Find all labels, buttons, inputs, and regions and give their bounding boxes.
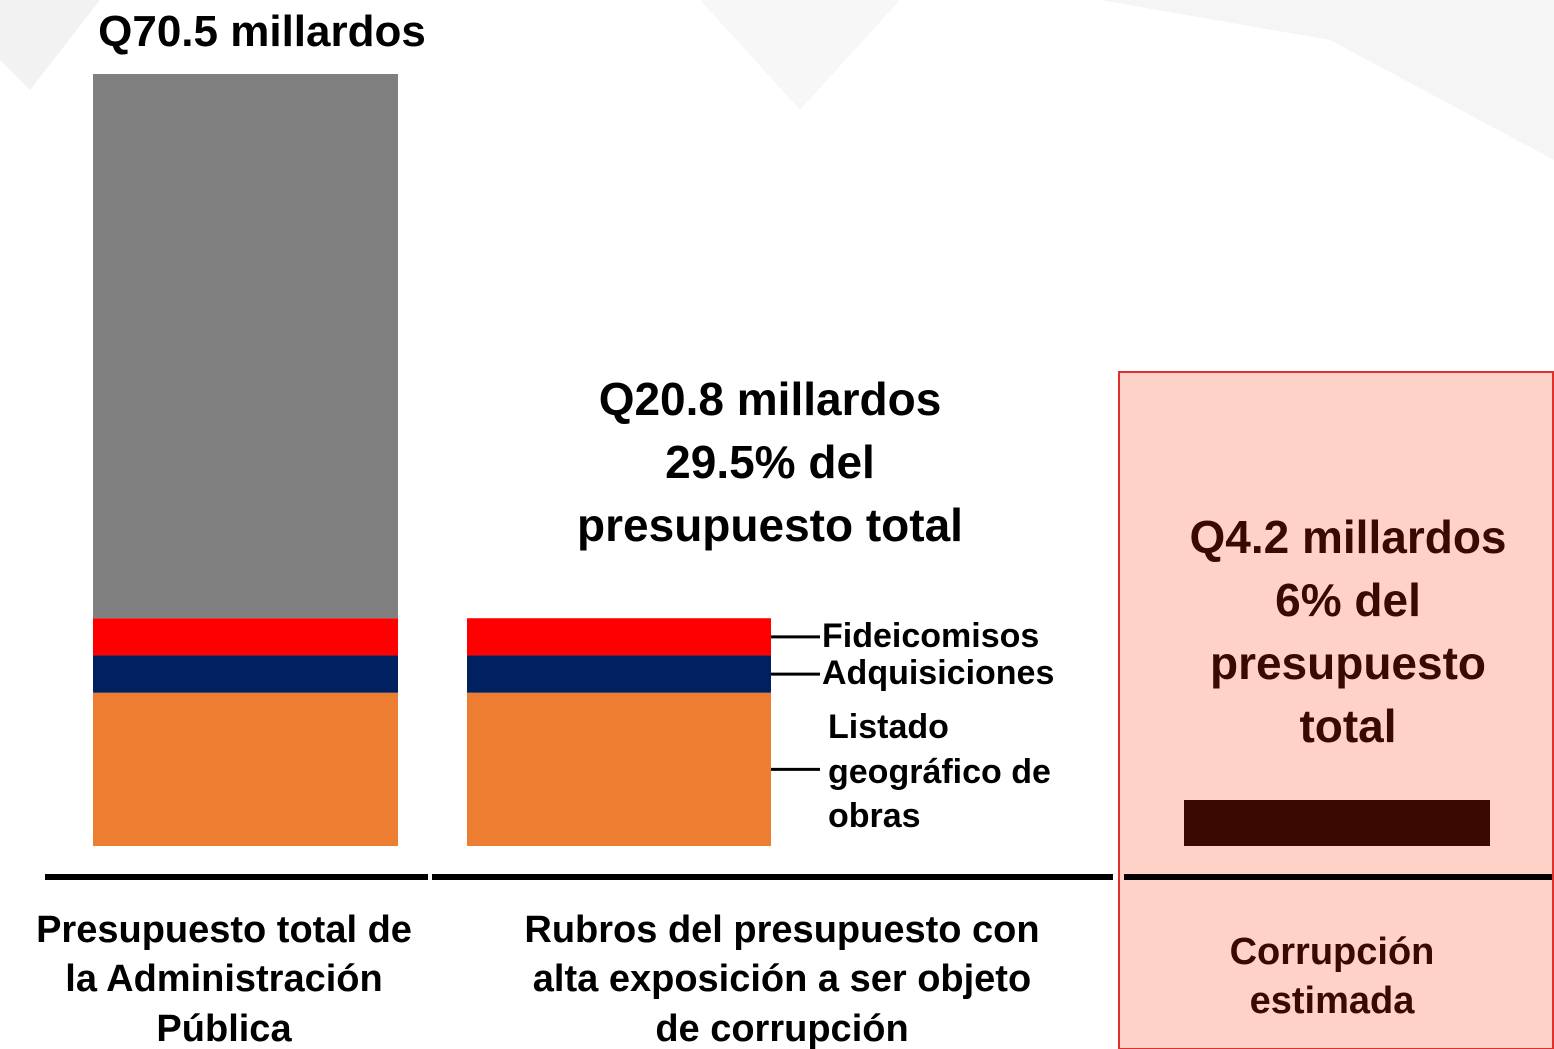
total-label: Q20.8 millardos 29.5% del presupuesto to…: [577, 373, 963, 552]
total-label: Q4.2 millardos 6% del presupuesto total: [1189, 511, 1507, 753]
bar-segment: [1184, 800, 1490, 846]
legend-label: Adquisiciones: [822, 654, 1055, 693]
bg-shape: [1100, 0, 1554, 160]
category-label: Presupuesto total de la Administración P…: [36, 909, 412, 1049]
bar-segment: [93, 655, 398, 693]
total-label: Q70.5 millardos: [98, 7, 426, 56]
bar-segment: [93, 74, 398, 619]
bg-shape: [700, 0, 900, 110]
category-label: Rubros del presupuesto con alta exposici…: [524, 909, 1040, 1049]
highlight-box: [1118, 371, 1554, 1049]
category-label: Corrupción estimada: [1229, 931, 1435, 1023]
legend-label: Fideicomisos: [822, 616, 1040, 655]
bar-segment: [93, 618, 398, 656]
bg-shape: [0, 0, 100, 90]
bar-segment: [93, 692, 398, 846]
legend-label: Listado geográfico de obras: [828, 708, 1051, 835]
bar-segment: [467, 618, 771, 656]
bar-segment: [467, 692, 771, 846]
bar-segment: [467, 655, 771, 693]
